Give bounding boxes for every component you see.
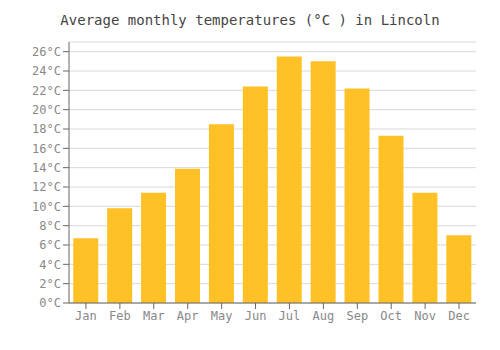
svg-text:12°C: 12°C (32, 180, 61, 194)
svg-text:14°C: 14°C (32, 161, 61, 175)
svg-text:10°C: 10°C (32, 200, 61, 214)
svg-text:Apr: Apr (177, 309, 199, 323)
svg-text:6°C: 6°C (39, 238, 61, 252)
svg-text:Aug: Aug (313, 309, 335, 323)
svg-text:Nov: Nov (414, 309, 436, 323)
svg-text:Oct: Oct (380, 309, 402, 323)
svg-text:Jul: Jul (279, 309, 301, 323)
svg-text:Feb: Feb (109, 309, 131, 323)
svg-text:0°C: 0°C (39, 296, 61, 310)
svg-text:26°C: 26°C (32, 45, 61, 59)
svg-text:Dec: Dec (448, 309, 470, 323)
svg-text:18°C: 18°C (32, 122, 61, 136)
svg-text:May: May (211, 309, 233, 323)
svg-text:24°C: 24°C (32, 64, 61, 78)
html-text:Average monthly temperatures (: Average monthly temperatures (°C ) in Li… (60, 12, 440, 28)
svg-text:16°C: 16°C (32, 142, 61, 156)
svg-text:4°C: 4°C (39, 258, 61, 272)
svg-text:20°C: 20°C (32, 103, 61, 117)
svg-text:Jan: Jan (75, 309, 97, 323)
svg-text:Mar: Mar (143, 309, 165, 323)
svg-text:Jun: Jun (245, 309, 267, 323)
svg-text:8°C: 8°C (39, 219, 61, 233)
svg-text:22°C: 22°C (32, 84, 61, 98)
svg-text:Sep: Sep (346, 309, 368, 323)
svg-text:2°C: 2°C (39, 277, 61, 291)
